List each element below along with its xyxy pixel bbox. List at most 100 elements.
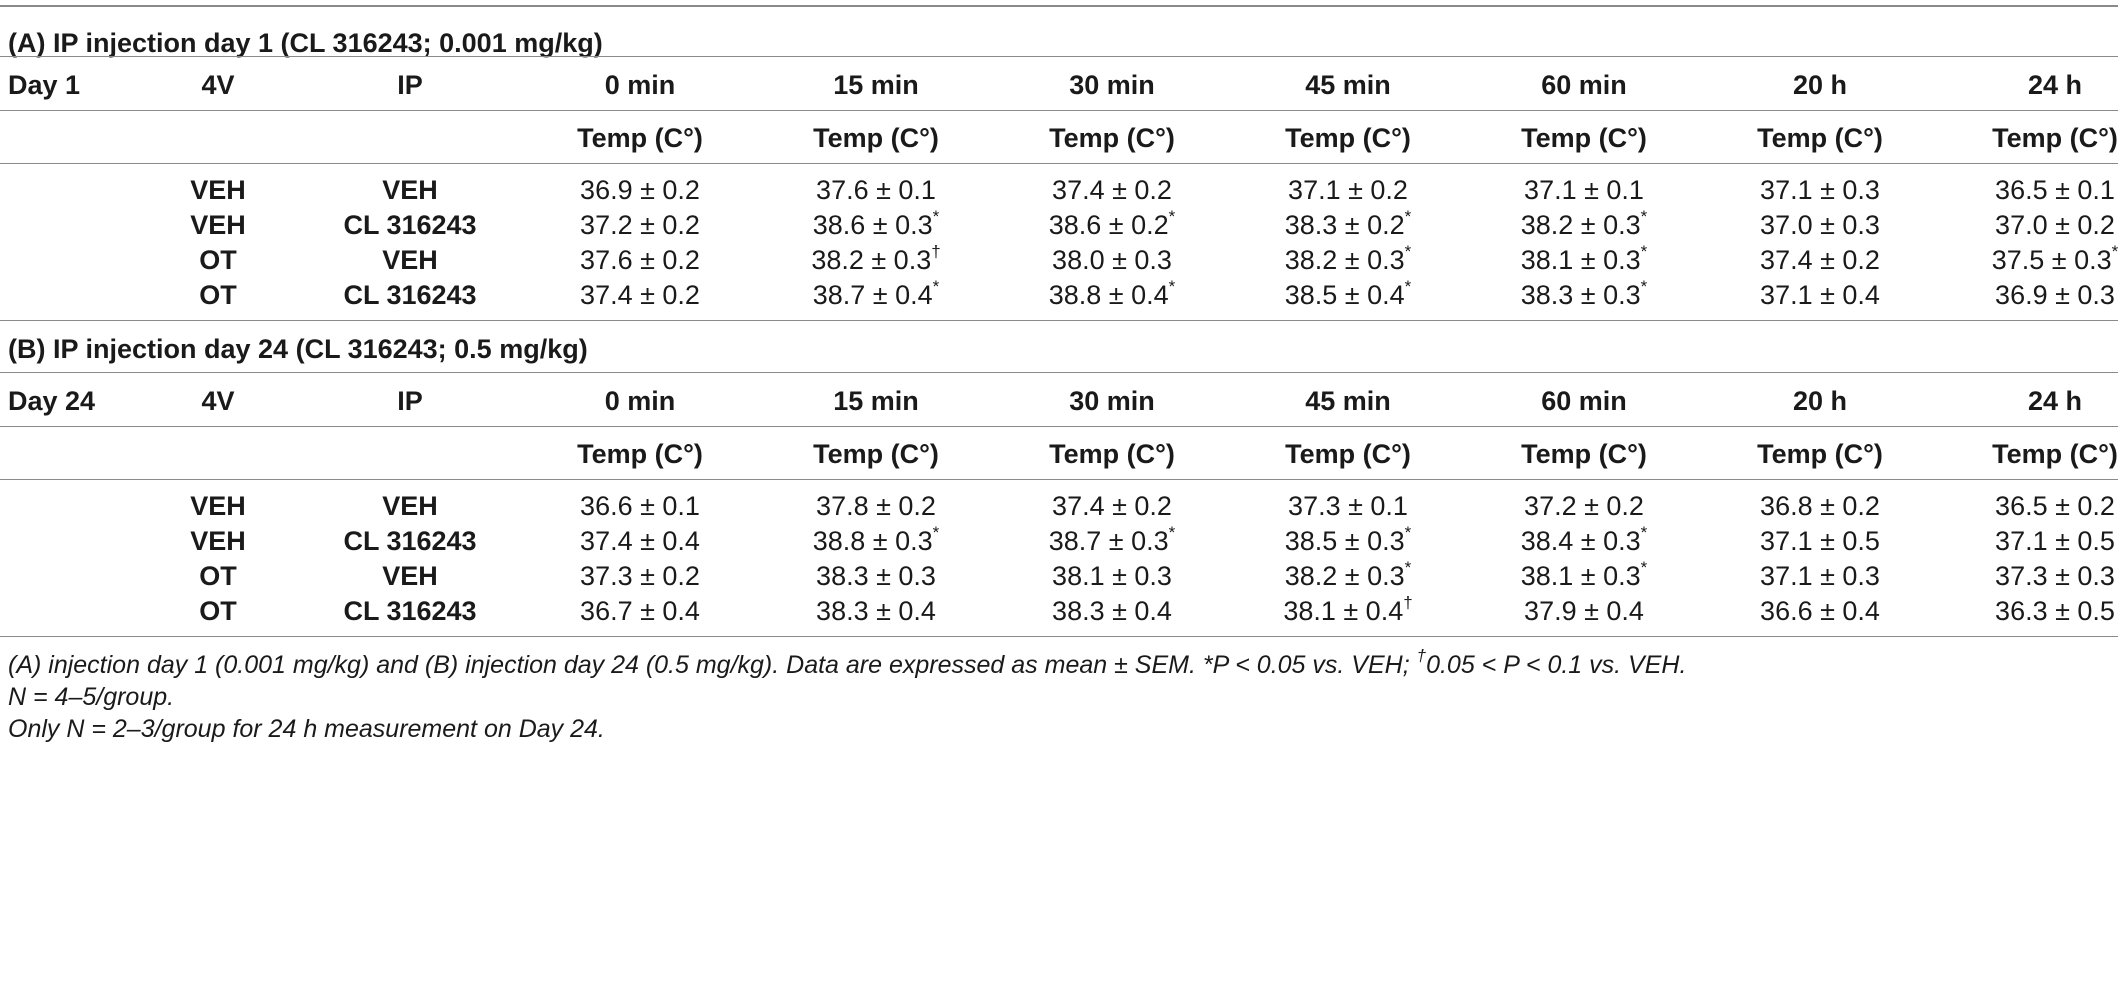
cell-temp-value: 36.3 ± 0.5 [1995,596,2115,627]
cell-temp-value: 37.2 ± 0.2 [1524,491,1644,522]
cell-temp-value: 38.3 ± 0.2* [1284,208,1412,241]
col-header-24h: 24 h [2027,386,2083,416]
significance-mark: † [931,242,941,261]
cell-4v: VEH [190,175,246,205]
significance-mark: * [1640,523,1648,542]
temp-value: 38.5 ± 0.4 [1284,280,1405,310]
cell-temp-value: 37.4 ± 0.2 [1760,245,1880,276]
cell-ip: CL 316243 [343,596,477,626]
footnote-3: Only N = 2–3/group for 24 h measurement … [8,715,605,743]
temp-value: 37.0 ± 0.2 [1995,210,2115,240]
temp-label: Temp (C°) [1992,439,2118,469]
temp-value: 38.3 ± 0.4 [816,596,936,626]
temp-value: 36.5 ± 0.1 [1995,175,2115,205]
temp-label: Temp (C°) [1521,123,1647,153]
cell-temp-value: 38.1 ± 0.3* [1520,559,1648,592]
footnote-1: (A) injection day 1 (0.001 mg/kg) and (B… [8,647,1687,680]
temp-value: 36.5 ± 0.2 [1995,491,2115,521]
col-header-45min: 45 min [1305,70,1391,100]
temp-value: 37.3 ± 0.3 [1995,561,2115,591]
cell-temp-value: 37.4 ± 0.2 [1052,491,1172,522]
temp-label: Temp (C°) [577,439,703,469]
temp-value: 37.4 ± 0.2 [1052,491,1172,521]
col-header-0min: 0 min [604,70,676,100]
cell-temp-value: 37.4 ± 0.2 [1052,175,1172,206]
temp-value: 37.4 ± 0.2 [1760,245,1880,275]
section-a-title: (A) IP injection day 1 (CL 316243; 0.001… [8,28,603,58]
temp-value: 37.6 ± 0.2 [580,245,700,275]
table-top-rule [0,5,2118,7]
cell-temp-value: 37.1 ± 0.2 [1288,175,1408,206]
cell-temp-value: 38.4 ± 0.3* [1521,523,1648,557]
significance-mark: * [1404,277,1412,296]
temp-value: 37.1 ± 0.3 [1760,561,1880,591]
temp-value: 38.7 ± 0.3 [1048,526,1169,556]
temp-value: 37.2 ± 0.2 [580,210,700,240]
temp-value: 37.4 ± 0.4 [580,526,700,556]
temp-value: 38.7 ± 0.4 [812,280,933,310]
temp-label: Temp (C°) [1049,123,1175,153]
cell-temp-value: 37.9 ± 0.4 [1524,596,1644,627]
significance-mark: * [1168,277,1176,296]
temp-value: 38.2 ± 0.3 [1284,245,1405,275]
temp-value: 37.3 ± 0.1 [1288,491,1408,521]
divider [0,479,2118,480]
temp-value: 37.1 ± 0.3 [1760,175,1880,205]
temp-value: 37.4 ± 0.2 [580,280,700,310]
cell-temp-value: 36.5 ± 0.1 [1995,175,2115,206]
col-header-ip: IP [397,70,423,100]
cell-4v: OT [199,596,237,626]
temp-value: 38.0 ± 0.3 [1052,245,1172,275]
cell-temp-value: 38.0 ± 0.3 [1052,245,1172,276]
col-header-60min: 60 min [1541,386,1627,416]
cell-temp-value: 38.3 ± 0.4 [1052,596,1172,627]
cell-4v: OT [199,245,237,275]
cell-temp-value: 37.1 ± 0.1 [1524,175,1644,206]
table-bottom-rule [0,636,2118,637]
temp-label: Temp (C°) [813,123,939,153]
cell-ip: VEH [382,245,438,275]
temp-value: 37.6 ± 0.1 [816,175,936,205]
cell-temp-value: 37.3 ± 0.1 [1288,491,1408,522]
cell-temp-value: 37.0 ± 0.3 [1760,210,1880,241]
cell-4v: OT [199,280,237,310]
temp-value: 38.5 ± 0.3 [1284,526,1405,556]
temp-value: 38.6 ± 0.2 [1048,210,1169,240]
temp-value: 38.1 ± 0.3 [1520,561,1641,591]
significance-mark: * [932,207,940,226]
divider [0,110,2118,111]
cell-temp-value: 38.3 ± 0.4 [816,596,936,627]
cell-ip: VEH [382,491,438,521]
temp-value: 38.3 ± 0.2 [1284,210,1405,240]
cell-temp-value: 38.8 ± 0.3* [812,524,940,557]
temp-label: Temp (C°) [577,123,703,153]
temp-value: 38.3 ± 0.4 [1052,596,1172,626]
cell-temp-value: 38.3 ± 0.3* [1521,278,1648,311]
cell-temp-value: 37.1 ± 0.3 [1760,175,1880,206]
cell-ip: VEH [382,561,438,591]
col-header-4v: 4V [201,386,235,416]
temp-value: 38.2 ± 0.3 [811,245,932,275]
temp-label: Temp (C°) [813,439,939,469]
temp-value: 38.6 ± 0.3 [812,210,933,240]
temp-value: 38.8 ± 0.3 [812,526,933,556]
cell-temp-value: 38.1 ± 0.3* [1521,243,1648,276]
cell-temp-value: 37.1 ± 0.5 [1995,526,2115,557]
temp-value: 36.9 ± 0.3 [1995,280,2115,310]
cell-temp-value: 38.1 ± 0.3 [1052,561,1172,592]
cell-ip: CL 316243 [343,526,477,556]
col-header-60min: 60 min [1541,70,1627,100]
cell-temp-value: 38.2 ± 0.3† [811,242,941,276]
significance-mark: * [932,277,940,296]
cell-4v: VEH [190,526,246,556]
section-a-day-label: Day 1 [8,70,81,100]
col-header-15min: 15 min [833,386,919,416]
cell-temp-value: 36.6 ± 0.4 [1760,596,1880,627]
footnote-1-text-b: 0.05 < P < 0.1 vs. VEH. [1426,651,1687,679]
temp-label: Temp (C°) [1285,123,1411,153]
col-header-30min: 30 min [1069,386,1155,416]
cell-temp-value: 36.6 ± 0.1 [580,491,700,522]
col-header-20h: 20 h [1792,70,1848,100]
temp-value: 38.3 ± 0.3 [816,561,936,591]
cell-temp-value: 38.7 ± 0.4* [812,277,940,311]
